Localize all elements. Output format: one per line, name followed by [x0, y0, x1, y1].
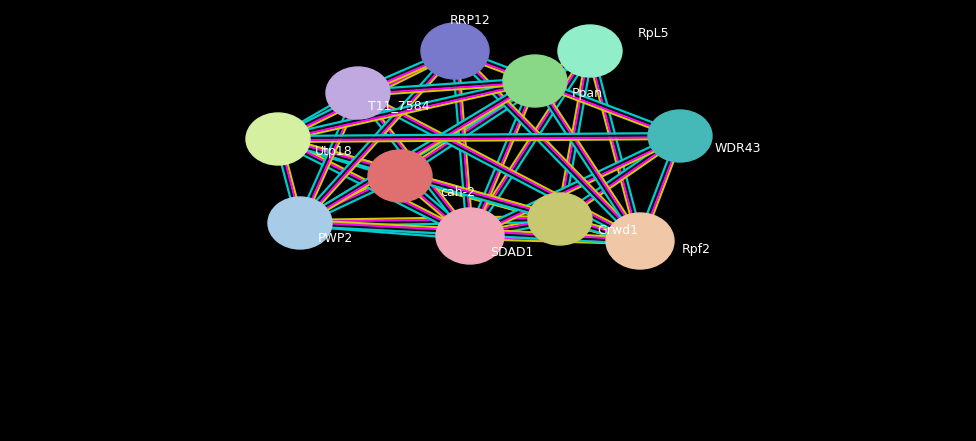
Ellipse shape [326, 67, 390, 119]
Ellipse shape [246, 113, 310, 165]
Text: Utp18: Utp18 [315, 145, 352, 157]
Text: Rpf2: Rpf2 [682, 243, 711, 255]
Text: RRP12: RRP12 [450, 15, 491, 27]
Ellipse shape [528, 193, 592, 245]
Ellipse shape [558, 25, 622, 77]
Ellipse shape [503, 55, 567, 107]
Text: RpL5: RpL5 [638, 26, 670, 40]
Text: WDR43: WDR43 [715, 142, 761, 154]
Text: T11_7584: T11_7584 [368, 100, 429, 112]
Ellipse shape [421, 23, 489, 79]
Ellipse shape [368, 150, 432, 202]
Text: Ppan: Ppan [572, 86, 603, 100]
Text: PWP2: PWP2 [318, 232, 353, 244]
Ellipse shape [436, 208, 504, 264]
Ellipse shape [648, 110, 712, 162]
Ellipse shape [268, 197, 332, 249]
Text: cah-2: cah-2 [440, 187, 475, 199]
Text: Grwd1: Grwd1 [597, 224, 638, 238]
Text: SDAD1: SDAD1 [490, 247, 533, 259]
Ellipse shape [606, 213, 674, 269]
